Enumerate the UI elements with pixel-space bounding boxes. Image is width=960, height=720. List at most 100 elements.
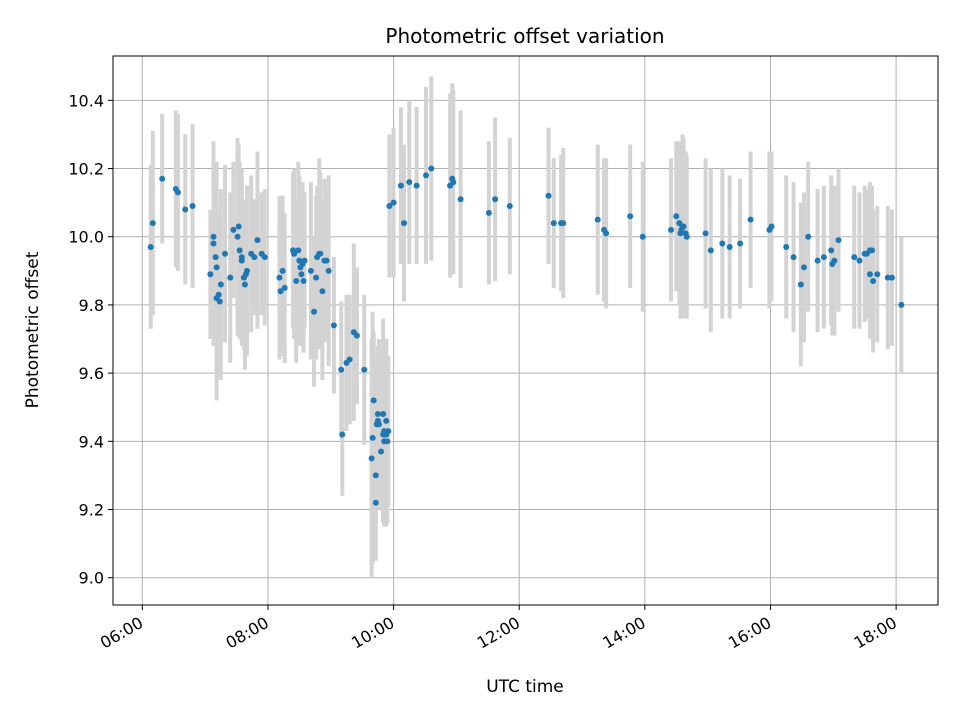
data-point	[276, 274, 283, 281]
data-point	[747, 216, 754, 223]
data-point	[768, 223, 775, 230]
data-point	[603, 230, 610, 237]
data-point	[346, 356, 353, 363]
data-point	[230, 226, 237, 233]
data-point	[627, 213, 634, 220]
data-point	[737, 240, 744, 247]
y-tick-label: 10.0	[68, 228, 104, 247]
data-point	[244, 267, 251, 274]
data-point	[485, 209, 492, 216]
y-tick-label: 10.2	[68, 160, 104, 179]
data-point	[295, 247, 302, 254]
data-point	[457, 196, 464, 203]
data-point	[790, 254, 797, 261]
data-point	[423, 172, 430, 179]
data-point	[261, 254, 268, 261]
data-point	[279, 267, 286, 274]
data-point	[888, 274, 895, 281]
data-point	[828, 247, 835, 254]
data-point	[159, 175, 166, 182]
data-point	[506, 203, 513, 210]
data-point	[386, 203, 393, 210]
data-point	[385, 428, 392, 435]
data-point	[560, 220, 567, 227]
chart-title: Photometric offset variation	[385, 24, 664, 48]
data-point	[147, 243, 154, 250]
data-point	[375, 421, 382, 428]
data-point	[339, 431, 346, 438]
data-point	[406, 179, 413, 186]
y-tick-label: 9.6	[79, 364, 104, 383]
data-point	[281, 284, 288, 291]
data-point	[189, 203, 196, 210]
data-point	[707, 247, 714, 254]
data-point	[380, 411, 387, 418]
data-point	[797, 281, 804, 288]
data-point	[383, 417, 390, 424]
data-point	[213, 264, 220, 271]
data-point	[323, 257, 330, 264]
data-point	[368, 455, 375, 462]
data-point	[884, 274, 891, 281]
y-tick-label: 9.4	[79, 432, 104, 451]
data-point	[234, 233, 241, 240]
data-point	[291, 250, 298, 257]
data-point	[800, 264, 807, 271]
data-point	[814, 257, 821, 264]
data-point	[856, 257, 863, 264]
data-point	[149, 220, 156, 227]
data-points	[147, 165, 905, 506]
data-point	[301, 257, 308, 264]
data-point	[370, 397, 377, 404]
data-point	[851, 254, 858, 261]
y-tick-label: 9.2	[79, 501, 104, 520]
data-point	[227, 274, 234, 281]
data-point	[372, 499, 379, 506]
data-point	[805, 233, 812, 240]
data-point	[870, 278, 877, 285]
data-point	[216, 298, 223, 305]
data-point	[378, 448, 385, 455]
data-point	[330, 322, 337, 329]
data-point	[307, 267, 314, 274]
y-axis-ticks: 9.0 9.2 9.4 9.6 9.8 10.0 10.2 10.4	[68, 91, 113, 588]
data-point	[369, 434, 376, 441]
data-point	[673, 213, 680, 220]
y-axis-label: Photometric offset	[23, 251, 43, 408]
data-point	[222, 250, 229, 257]
data-point	[835, 237, 842, 244]
data-point	[719, 240, 726, 247]
data-point	[702, 230, 709, 237]
data-point	[820, 254, 827, 261]
data-point	[207, 271, 214, 278]
data-point	[235, 223, 242, 230]
data-point	[869, 247, 876, 254]
data-point	[831, 257, 838, 264]
data-point	[492, 196, 499, 203]
data-point	[413, 182, 420, 189]
data-point	[550, 220, 557, 227]
data-point	[313, 274, 320, 281]
data-point	[353, 332, 360, 339]
data-point	[390, 199, 397, 206]
y-tick-label: 9.8	[79, 296, 104, 315]
data-point	[898, 301, 905, 308]
data-point	[372, 472, 379, 479]
data-point	[317, 250, 324, 257]
data-point	[215, 291, 222, 298]
data-point	[293, 278, 300, 285]
data-point	[428, 165, 435, 172]
data-point	[241, 281, 248, 288]
data-point	[238, 257, 245, 264]
data-point	[236, 247, 243, 254]
data-point	[401, 220, 408, 227]
data-point	[450, 179, 457, 186]
y-tick-label: 9.0	[79, 569, 104, 588]
x-axis-label: UTC time	[486, 677, 564, 697]
data-point	[210, 240, 217, 247]
data-point	[683, 233, 690, 240]
data-point	[217, 281, 224, 288]
data-point	[680, 223, 687, 230]
data-point	[298, 271, 305, 278]
